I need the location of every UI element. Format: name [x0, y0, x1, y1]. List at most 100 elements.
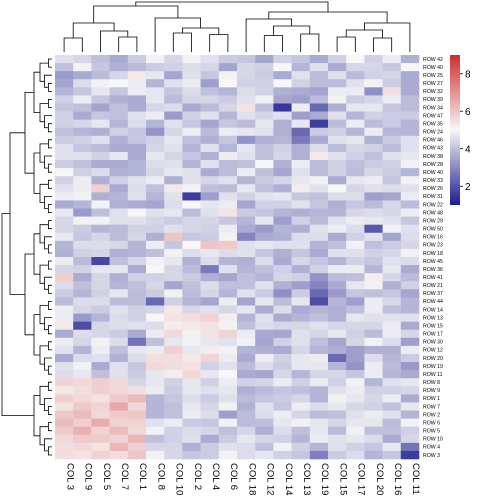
heatmap-cell: [109, 402, 129, 411]
row-dendrogram: [1, 58, 52, 456]
heatmap-cell: [200, 345, 220, 355]
heatmap-cell: [109, 313, 129, 322]
heatmap-cell: [273, 273, 292, 282]
heatmap-cell: [237, 79, 256, 88]
heatmap-cell: [55, 95, 74, 104]
heatmap-cell: [73, 240, 92, 250]
heatmap-cell: [328, 289, 347, 298]
heatmap-cell: [109, 103, 129, 112]
row-label: ROW 50: [423, 227, 443, 233]
heatmap-cell: [346, 200, 365, 209]
heatmap-cell: [218, 224, 238, 234]
row-label: ROW 43: [423, 146, 443, 152]
heatmap-cell: [182, 208, 201, 217]
heatmap-cell: [364, 95, 383, 104]
heatmap-cell: [146, 168, 165, 177]
heatmap-cell: [55, 329, 74, 339]
heatmap-cell: [237, 289, 256, 298]
heatmap-cell: [346, 168, 365, 177]
heatmap-cell: [218, 434, 238, 444]
heatmap-cell: [273, 184, 292, 193]
heatmap-cell: [273, 450, 292, 460]
heatmap-cell: [200, 240, 220, 250]
heatmap-cell: [309, 79, 329, 88]
heatmap-cell: [164, 402, 183, 411]
heatmap-cell: [55, 224, 74, 234]
heatmap-cell: [73, 135, 92, 145]
heatmap-cell: [127, 442, 147, 452]
heatmap-cell: [127, 305, 147, 314]
heatmap-cell: [146, 289, 165, 298]
heatmap-cell: [328, 426, 347, 436]
heatmap-cell: [328, 232, 347, 242]
heatmap-cell: [55, 313, 74, 322]
heatmap-cell: [109, 434, 129, 444]
heatmap-cell: [182, 71, 201, 80]
heatmap-cell: [55, 143, 74, 153]
heatmap-cell: [218, 313, 238, 322]
heatmap-cell: [164, 370, 183, 379]
heatmap-cell: [309, 192, 329, 201]
heatmap-cell: [182, 289, 201, 298]
heatmap-cell: [91, 353, 110, 363]
heatmap-cell: [146, 200, 165, 209]
heatmap-cell: [237, 111, 256, 120]
heatmap-cell: [400, 265, 420, 274]
heatmap-cell: [200, 151, 220, 161]
heatmap-cell: [146, 353, 165, 363]
heatmap-cell: [291, 442, 311, 452]
heatmap-cell: [273, 281, 292, 290]
dendrogram-branch: [48, 99, 52, 108]
dendrogram-branch: [93, 5, 179, 23]
heatmap-cell: [346, 297, 365, 306]
heatmap-cell: [255, 289, 274, 298]
heatmap-cell: [73, 305, 92, 314]
heatmap-cell: [55, 168, 74, 177]
heatmap-cell: [382, 151, 402, 161]
heatmap-cell: [382, 305, 402, 314]
heatmap-cell: [127, 55, 147, 64]
heatmap-cell: [237, 450, 256, 460]
heatmap-cell: [164, 353, 183, 363]
color-legend: 2 4 6 8: [450, 55, 471, 205]
heatmap-cell: [237, 232, 256, 242]
heatmap-cell: [309, 450, 329, 460]
heatmap-cell: [237, 168, 256, 177]
heatmap-cell: [255, 55, 274, 64]
heatmap-cell: [109, 87, 129, 96]
heatmap-cell: [309, 216, 329, 225]
heatmap-cell: [73, 63, 92, 72]
heatmap-cell: [328, 55, 347, 64]
column-label: COL 11: [410, 463, 421, 495]
heatmap-cell: [182, 442, 201, 452]
heatmap-cell: [55, 192, 74, 201]
heatmap-cell: [73, 394, 92, 403]
heatmap-cell: [73, 362, 92, 371]
heatmap-cell: [309, 289, 329, 298]
heatmap-cell: [109, 378, 129, 387]
heatmap-cell: [182, 63, 201, 72]
heatmap-cell: [309, 362, 329, 371]
heatmap-cell: [400, 345, 420, 355]
heatmap-cell: [127, 329, 147, 339]
heatmap-cell: [255, 418, 274, 427]
heatmap-cell: [91, 127, 110, 137]
heatmap-cell: [328, 265, 347, 274]
heatmap-cell: [200, 410, 220, 419]
heatmap-cell: [73, 386, 92, 395]
row-label: ROW 7: [423, 404, 440, 410]
heatmap-cell: [182, 224, 201, 234]
heatmap-cell: [273, 103, 292, 112]
heatmap-cell: [273, 135, 292, 145]
heatmap-cell: [200, 143, 220, 153]
heatmap-cell: [364, 79, 383, 88]
heatmap-cell: [400, 160, 420, 169]
heatmap-cell: [346, 386, 365, 395]
heatmap-cell: [200, 370, 220, 379]
heatmap-cell: [309, 111, 329, 120]
heatmap-cell: [364, 71, 383, 80]
heatmap-cell: [218, 232, 238, 242]
heatmap-cell: [255, 426, 274, 436]
heatmap-cell: [237, 176, 256, 185]
heatmap-cell: [346, 337, 365, 347]
